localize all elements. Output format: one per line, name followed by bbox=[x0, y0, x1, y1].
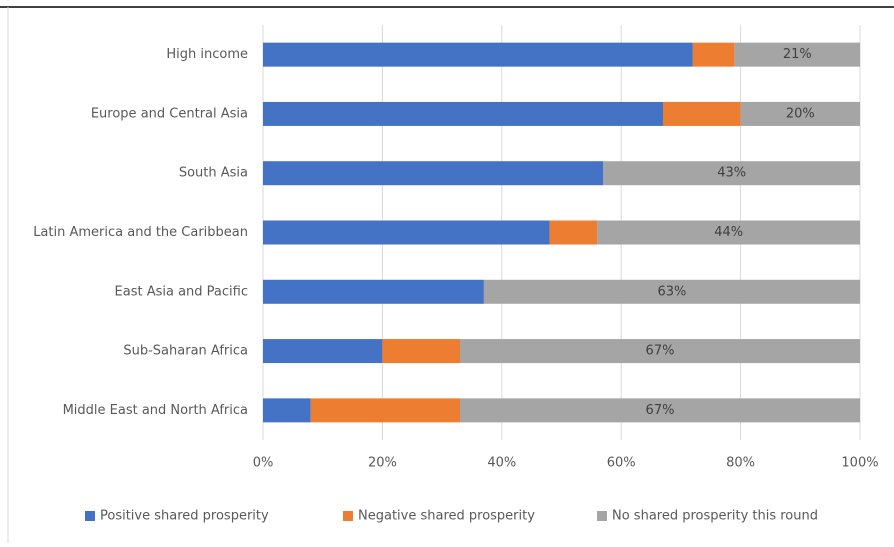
data-label: 44% bbox=[714, 225, 743, 240]
bar-segment bbox=[310, 398, 461, 423]
legend-swatch bbox=[343, 511, 353, 521]
legend-swatch bbox=[597, 511, 607, 521]
y-tick-label: Sub-Saharan Africa bbox=[123, 344, 248, 359]
data-label: 43% bbox=[717, 166, 746, 181]
bar-segment bbox=[603, 161, 860, 186]
bar-segment bbox=[740, 101, 860, 126]
bar-segment bbox=[460, 339, 860, 364]
data-label: 67% bbox=[646, 403, 675, 418]
bar-segment bbox=[263, 339, 383, 364]
data-label: 21% bbox=[783, 47, 812, 62]
bar-segment bbox=[597, 220, 860, 245]
x-tick-label: 20% bbox=[368, 456, 397, 471]
data-label: 67% bbox=[646, 344, 675, 359]
data-label: 20% bbox=[786, 106, 815, 121]
bar-segment bbox=[692, 42, 735, 67]
y-tick-label: High income bbox=[166, 47, 248, 62]
y-tick-label: Europe and Central Asia bbox=[91, 106, 248, 121]
bar-segment bbox=[263, 398, 311, 423]
data-label: 63% bbox=[657, 284, 686, 299]
bar-segment bbox=[263, 161, 604, 186]
legend-swatch bbox=[85, 511, 95, 521]
bar-segment bbox=[382, 339, 461, 364]
legend-label: No shared prosperity this round bbox=[612, 509, 818, 524]
x-tick-label: 40% bbox=[487, 456, 516, 471]
legend-label: Negative shared prosperity bbox=[358, 509, 535, 524]
bar-segment bbox=[734, 42, 860, 67]
bar-segment bbox=[662, 101, 741, 126]
y-tick-label: South Asia bbox=[179, 166, 248, 181]
bar-segment bbox=[263, 279, 484, 304]
y-tick-label: Latin America and the Caribbean bbox=[33, 225, 248, 240]
bar-segment bbox=[263, 220, 550, 245]
bar-segment bbox=[263, 42, 693, 67]
x-tick-label: 0% bbox=[253, 456, 274, 471]
bar-segment bbox=[460, 398, 860, 423]
legend-label: Positive shared prosperity bbox=[100, 509, 269, 524]
x-tick-label: 100% bbox=[841, 456, 878, 471]
y-tick-label: Middle East and North Africa bbox=[63, 403, 248, 418]
x-tick-label: 80% bbox=[726, 456, 755, 471]
x-tick-label: 60% bbox=[607, 456, 636, 471]
bar-segment bbox=[263, 101, 663, 126]
bar-segment bbox=[483, 279, 860, 304]
bar-segment bbox=[549, 220, 598, 245]
y-tick-label: East Asia and Pacific bbox=[115, 284, 248, 299]
